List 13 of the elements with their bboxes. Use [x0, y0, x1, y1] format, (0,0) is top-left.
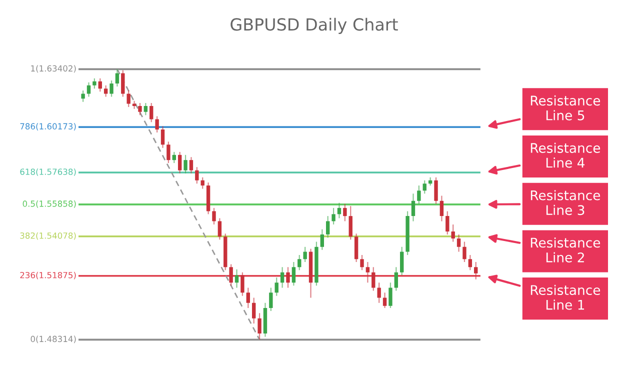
- ref-line-label: 236(1.51875): [20, 272, 76, 280]
- text: Resistance Line 3: [530, 190, 600, 216]
- text: Resistance Line 1: [530, 284, 600, 310]
- ref-line-label: 0.5(1.55858): [22, 200, 76, 208]
- ref-line-label: 0(1.48314): [30, 336, 76, 344]
- ref-line-label: 618(1.57638): [20, 168, 76, 176]
- ref-line-label: 1(1.63402): [31, 65, 76, 73]
- text: Resistance Line 2: [530, 237, 600, 262]
- ref-line-label: 382(1.54078): [20, 232, 76, 240]
- text: Resistance Line 5: [530, 95, 600, 120]
- ref-line-label: 786(1.60173): [20, 123, 76, 130]
- chart-title: GBPUSD Daily Chart: [230, 18, 398, 34]
- text: Resistance Line 4: [530, 142, 600, 168]
